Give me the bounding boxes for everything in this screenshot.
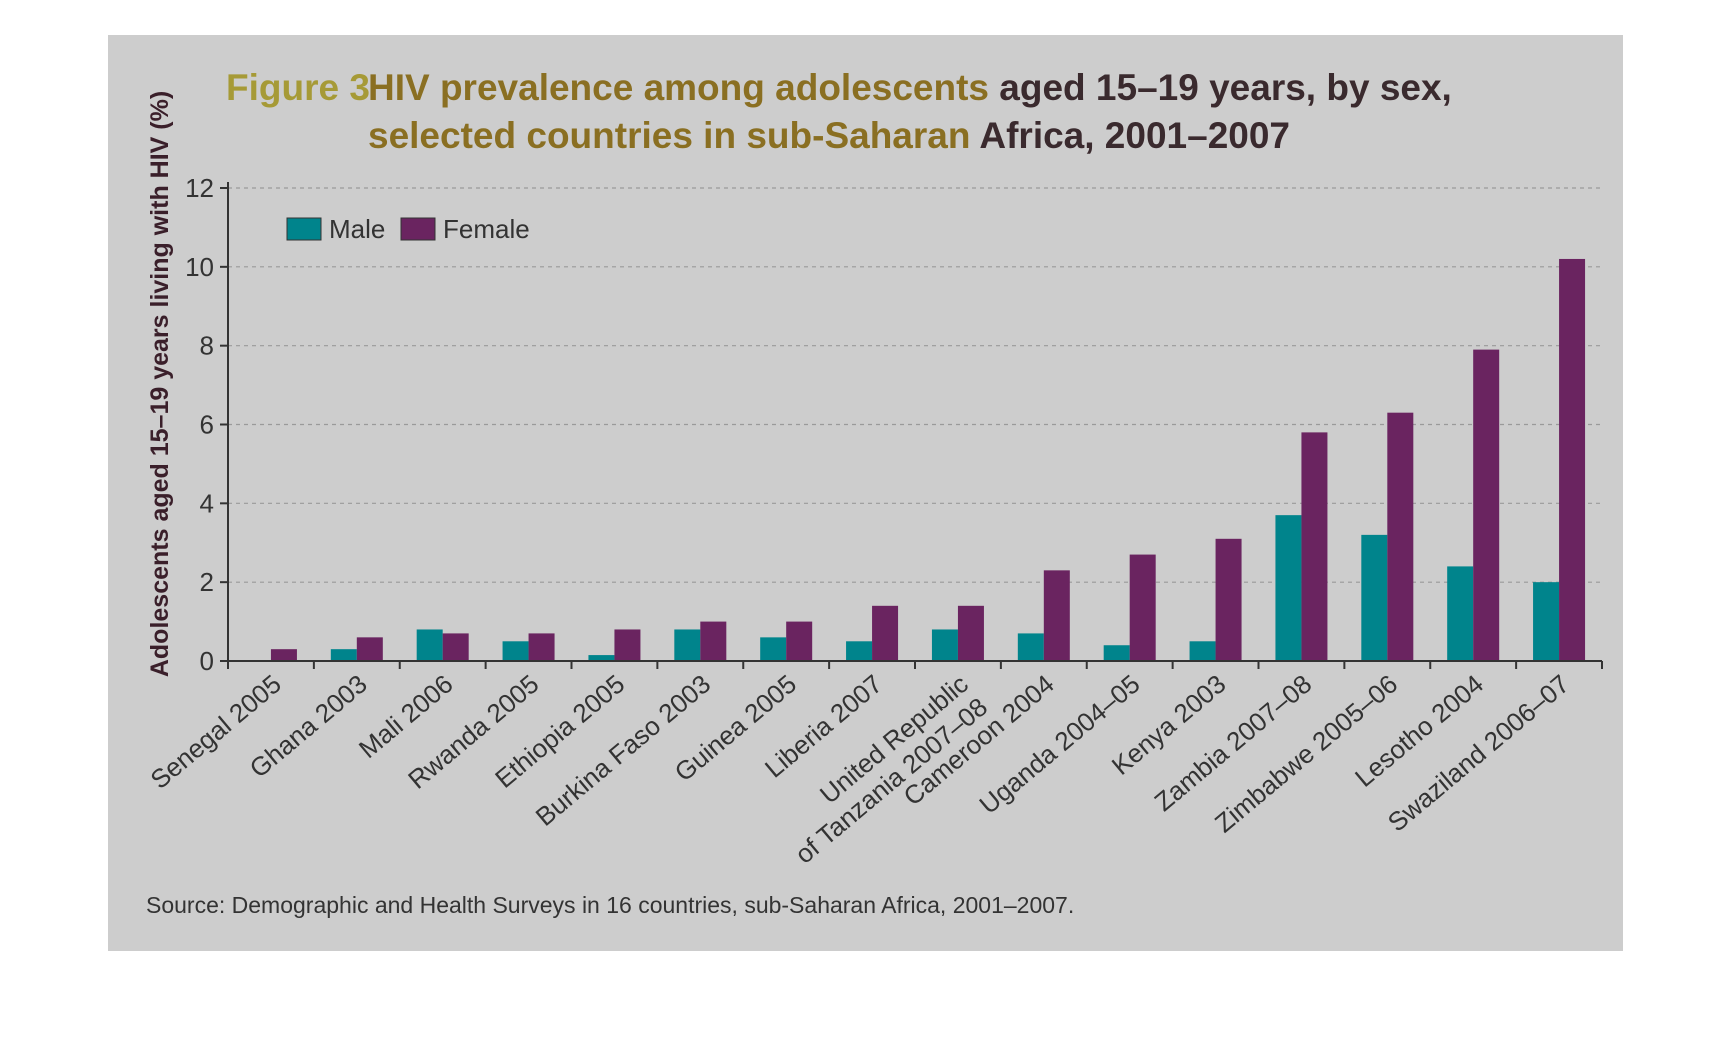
figure-panel	[108, 35, 1623, 951]
y-tick-label: 6	[200, 410, 214, 440]
title-line1-highlight: HIV prevalence among adolescents	[368, 67, 989, 108]
y-tick-label: 4	[200, 488, 214, 518]
bar-female	[786, 621, 813, 661]
legend-label-female: Female	[443, 214, 530, 244]
bar-female	[270, 649, 297, 661]
title-line2-rest: Africa, 2001–2007	[970, 115, 1290, 156]
bar-female	[1473, 349, 1500, 661]
bar-female	[442, 633, 469, 661]
legend-swatch-male	[286, 217, 322, 241]
x-category-label-line: Uganda 2004–05	[973, 669, 1145, 820]
x-category-label: Uganda 2004–05	[973, 669, 1145, 820]
legend-label-male: Male	[329, 214, 385, 244]
bar-female	[614, 629, 641, 661]
bar-male	[1103, 645, 1130, 661]
bar-male	[846, 641, 873, 661]
legend: Male Female	[286, 214, 530, 244]
bar-female	[872, 605, 899, 661]
bar-female	[1043, 570, 1070, 661]
bar-male	[588, 655, 615, 661]
y-tick-label: 10	[185, 252, 214, 282]
bar-male	[1533, 582, 1560, 661]
bar-female	[356, 637, 383, 661]
bar-male	[760, 637, 787, 661]
bar-female	[1301, 432, 1328, 661]
chart-title-line2: selected countries in sub-Saharan Africa…	[368, 115, 1290, 156]
figure-label: Figure 3	[226, 67, 370, 108]
bar-female	[1559, 258, 1586, 661]
bar-female	[528, 633, 555, 661]
bar-male	[1017, 633, 1044, 661]
y-tick-label: 12	[185, 173, 214, 203]
bar-female	[1215, 538, 1242, 661]
bar-male	[1447, 566, 1474, 661]
bar-male	[416, 629, 443, 661]
bar-female	[1387, 412, 1414, 661]
axes	[220, 182, 1603, 669]
source-note: Source: Demographic and Health Surveys i…	[146, 892, 1074, 918]
bar-female	[1129, 554, 1156, 661]
bar-male	[931, 629, 958, 661]
chart-title-line1: HIV prevalence among adolescents aged 15…	[368, 67, 1452, 108]
y-tick-label: 2	[200, 567, 214, 597]
bar-male	[1275, 515, 1302, 661]
y-tick-labels: 0 2 4 6 8 10 12	[185, 173, 214, 676]
y-tick-label: 0	[200, 646, 214, 676]
bar-female	[957, 605, 984, 661]
bar-male	[674, 629, 701, 661]
legend-swatch-female	[400, 217, 436, 241]
bar-male	[330, 649, 357, 661]
title-line2-highlight: selected countries in sub-Saharan	[368, 115, 970, 156]
bars	[270, 258, 1586, 661]
bar-male	[1189, 641, 1216, 661]
title-line1-rest: aged 15–19 years, by sex,	[989, 67, 1452, 108]
bar-male	[1361, 534, 1388, 661]
y-tick-label: 8	[200, 331, 214, 361]
bar-male	[502, 641, 529, 661]
bar-female	[700, 621, 727, 661]
y-axis-label: Adolescents aged 15–19 years living with…	[146, 91, 174, 677]
